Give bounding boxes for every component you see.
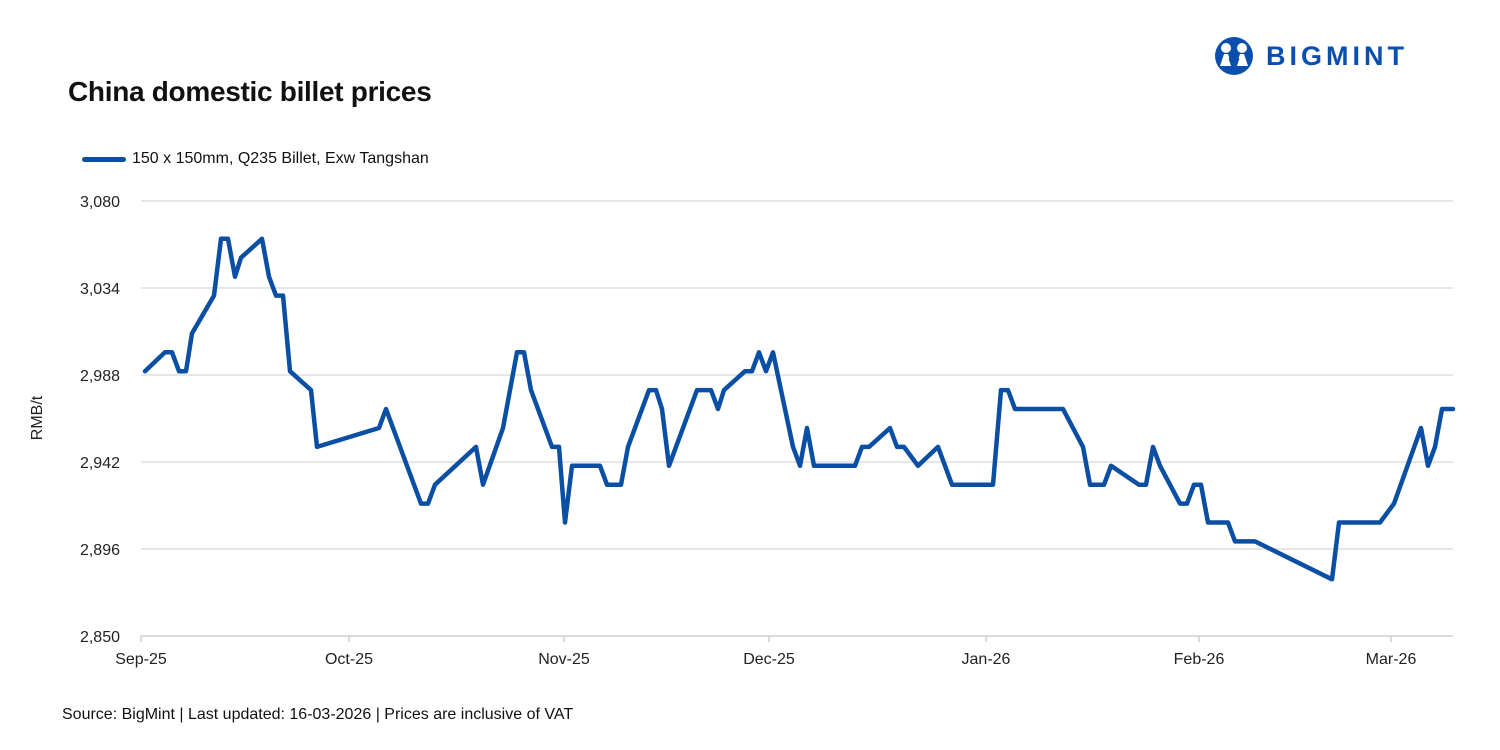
y-tick-label: 2,896 bbox=[80, 542, 120, 559]
y-tick-label: 3,080 bbox=[80, 194, 120, 211]
price-line bbox=[142, 236, 1456, 582]
bigmint-logo-icon bbox=[1215, 37, 1253, 75]
y-axis-label: RMB/t bbox=[29, 395, 46, 440]
logo-text: BIGMINT bbox=[1266, 40, 1408, 71]
y-axis-ticks: 2,850 2,896 2,942 2,988 3,034 3,080 bbox=[80, 194, 120, 646]
chart-legend: 150 x 150mm, Q235 Billet, Exw Tangshan bbox=[82, 150, 429, 168]
x-tick-label: Nov-25 bbox=[538, 651, 590, 668]
x-tick-label: Mar-26 bbox=[1366, 651, 1417, 668]
y-tick-label: 3,034 bbox=[80, 281, 120, 298]
legend-line-swatch bbox=[82, 156, 126, 162]
grid-lines bbox=[141, 200, 1453, 637]
x-axis: Sep-25 Oct-25 Nov-25 Dec-25 Jan-26 Feb-26 Mar-… bbox=[115, 636, 1416, 668]
source-footer: Source: BigMint | Last updated: 16-03-20… bbox=[62, 706, 574, 723]
x-tick-label: Dec-25 bbox=[743, 651, 795, 668]
x-tick-label: Sep-25 bbox=[115, 651, 167, 668]
brand-logo: BIGMINT bbox=[1212, 36, 1408, 76]
x-tick-label: Feb-26 bbox=[1174, 651, 1225, 668]
y-tick-label: 2,988 bbox=[80, 368, 120, 385]
chart-title: China domestic billet prices bbox=[68, 76, 432, 107]
x-tick-label: Jan-26 bbox=[962, 651, 1011, 668]
x-tick-label: Oct-25 bbox=[325, 651, 373, 668]
legend-label: 150 x 150mm, Q235 Billet, Exw Tangshan bbox=[132, 150, 429, 167]
y-tick-label: 2,942 bbox=[80, 455, 120, 472]
y-tick-label: 2,850 bbox=[80, 629, 120, 646]
